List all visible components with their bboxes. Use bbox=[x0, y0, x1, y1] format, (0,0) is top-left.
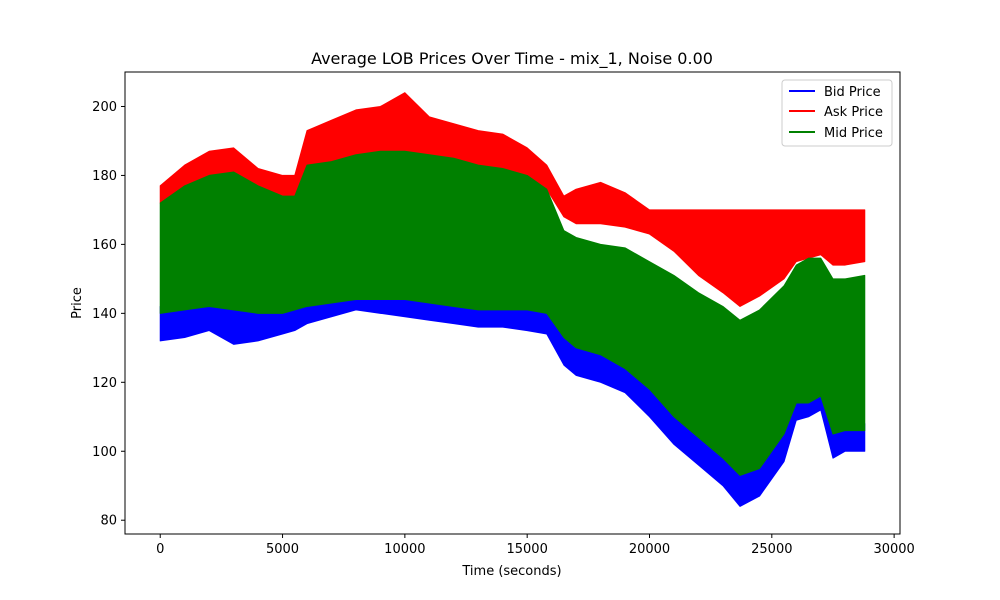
y-axis: 80 100 120 140 160 180 200 bbox=[92, 100, 125, 529]
x-tick-label: 20000 bbox=[629, 542, 670, 557]
series-band-mid-price bbox=[159, 150, 866, 476]
y-tick-label: 140 bbox=[92, 307, 117, 322]
x-tick-label: 5000 bbox=[266, 542, 299, 557]
x-tick-label: 30000 bbox=[873, 542, 914, 557]
series-layer bbox=[159, 92, 866, 507]
x-axis: 0 5000 10000 15000 20000 25000 30000 bbox=[156, 534, 915, 557]
y-tick-label: 160 bbox=[92, 238, 117, 253]
x-tick-label: 10000 bbox=[384, 542, 425, 557]
x-tick-label: 0 bbox=[156, 542, 164, 557]
y-axis-label: Price bbox=[70, 287, 85, 319]
legend-label-ask-price: Ask Price bbox=[824, 105, 883, 120]
plot-frame bbox=[124, 71, 901, 535]
y-tick-label: 120 bbox=[92, 376, 117, 391]
x-tick-label: 25000 bbox=[751, 542, 792, 557]
legend-box bbox=[781, 79, 893, 147]
y-tick-label: 80 bbox=[100, 514, 117, 529]
x-axis-label: Time (seconds) bbox=[461, 564, 561, 579]
x-tick-label: 15000 bbox=[506, 542, 547, 557]
legend-label-bid-price: Bid Price bbox=[824, 85, 881, 100]
y-tick-label: 180 bbox=[92, 169, 117, 184]
y-tick-label: 200 bbox=[92, 100, 117, 115]
legend-label-mid-price: Mid Price bbox=[824, 126, 883, 141]
chart-title: Average LOB Prices Over Time - mix_1, No… bbox=[311, 49, 713, 69]
legend: Bid Price Ask Price Mid Price bbox=[781, 79, 893, 147]
y-tick-label: 100 bbox=[92, 445, 117, 460]
